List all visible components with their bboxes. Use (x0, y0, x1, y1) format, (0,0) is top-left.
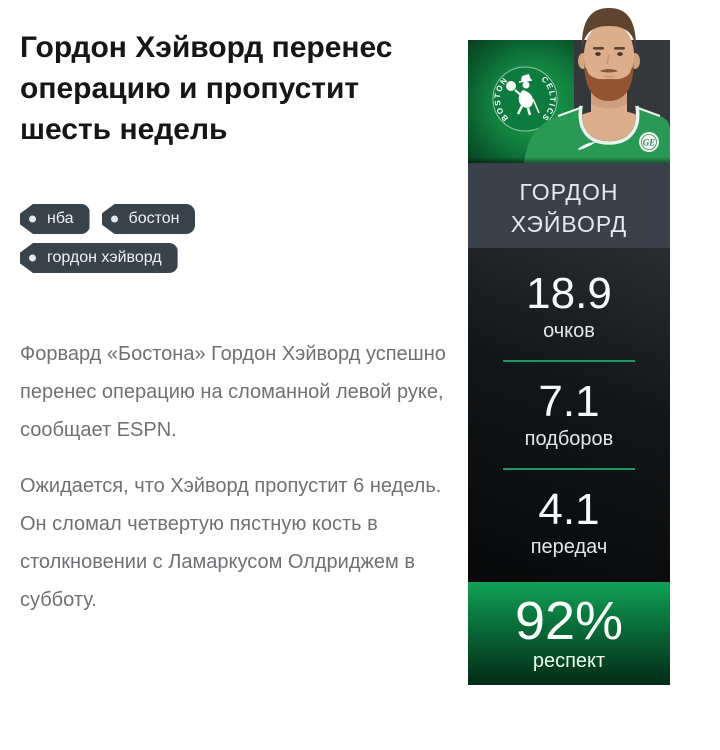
tag-row: гордон хэйворд (20, 243, 460, 273)
tag-gordon-hayward[interactable]: гордон хэйворд (20, 243, 178, 273)
stat-points: 18.9 очков (526, 271, 612, 343)
player-respect: 92% респект (468, 582, 670, 685)
stat-assists: 4.1 передач (531, 487, 608, 559)
player-name: ГОРДОН ХЭЙВОРД (468, 163, 670, 248)
article-title: Гордон Хэйворд перенес операцию и пропус… (20, 31, 393, 146)
respect-label: респект (532, 650, 606, 672)
player-name-line: ХЭЙВОРД (510, 211, 628, 237)
leprechaun-figure (506, 74, 540, 116)
player-stats: 18.9 очков 7.1 подборов 4.1 передач (468, 248, 670, 582)
player-card-column: BOSTON CELTICS (468, 0, 670, 685)
article-body: Гордон Хэйворд перенес операцию и пропус… (20, 0, 460, 685)
tag-dot-icon (29, 215, 36, 223)
stat-value: 7.1 (538, 377, 600, 426)
article-paragraph: Форвард «Бостона» Гордон Хэйворд успешно… (20, 343, 446, 441)
article-paragraph: Ожидается, что Хэйворд пропустит 6 недел… (20, 475, 442, 611)
player-card[interactable]: BOSTON CELTICS (468, 8, 670, 685)
stat-value: 18.9 (526, 269, 612, 318)
stat-label: передач (530, 536, 608, 558)
tag-boston[interactable]: бостон (101, 204, 196, 234)
player-eye (617, 52, 623, 56)
stat-label: очков (543, 320, 595, 342)
ge-logo-badge: GE (639, 132, 659, 152)
stat-label: подборов (524, 428, 614, 450)
jersey-strap-trim (557, 107, 661, 117)
respect-value: 92% (514, 591, 624, 651)
tag-label: гордон хэйворд (47, 249, 162, 266)
tag-nba[interactable]: нба (20, 204, 90, 234)
stat-rebounds: 7.1 подборов (525, 379, 614, 451)
article-page: Гордон Хэйворд перенес операцию и пропус… (20, 0, 670, 685)
svg-text:BOSTON: BOSTON (493, 75, 510, 123)
content: Гордон Хэйворд перенес операцию и пропус… (20, 0, 670, 685)
celtics-logo-icon: BOSTON CELTICS (492, 66, 558, 132)
tag-row: нба бостон (20, 204, 460, 234)
player-nose (606, 54, 610, 65)
stat-divider (503, 468, 635, 470)
ge-logo-text: GE (643, 138, 656, 148)
player-portrait: GE (524, 8, 670, 163)
logo-text-boston: BOSTON (493, 75, 509, 123)
tag-list: нба бостон гордон хэйворд (20, 204, 460, 273)
player-photo: BOSTON CELTICS (468, 8, 670, 163)
player-name-line: ГОРДОН (519, 179, 619, 205)
tag-label: бостон (128, 210, 180, 227)
stat-value: 4.1 (538, 485, 600, 534)
player-eye (595, 52, 601, 56)
tag-dot-icon (110, 215, 118, 223)
player-jersey (524, 105, 670, 163)
nike-swoosh-icon (578, 142, 596, 150)
player-beard (584, 60, 634, 101)
tag-dot-icon (29, 254, 36, 262)
jersey-trim (578, 105, 640, 145)
stat-divider (503, 360, 635, 362)
tag-label: нба (47, 210, 74, 227)
player-hair (581, 8, 637, 50)
